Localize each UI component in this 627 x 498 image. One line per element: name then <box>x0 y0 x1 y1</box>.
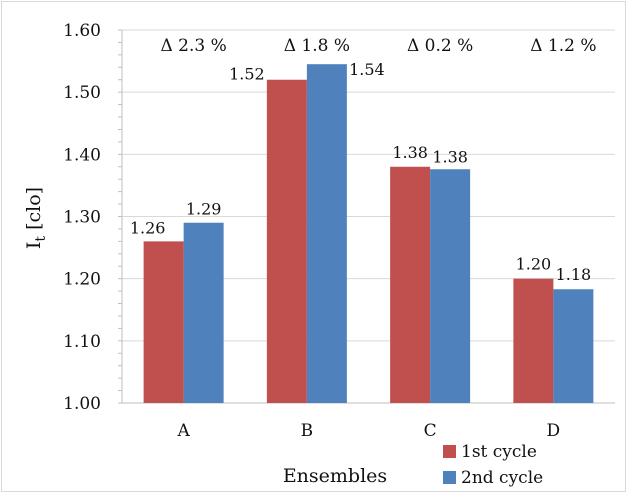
x-tick-label: A <box>176 421 190 441</box>
legend-label-1st-cycle: 1st cycle <box>461 442 537 462</box>
y-axis-title-subscript: t <box>33 236 49 242</box>
y-tick-label: 1.30 <box>63 208 101 228</box>
y-ticks: 1.00 1.10 1.20 1.30 1.40 1.50 1.60 <box>63 21 101 414</box>
x-tick-label: C <box>424 421 437 441</box>
legend-swatch-1st-cycle <box>443 445 456 458</box>
bar-b-1st-cycle <box>266 79 307 403</box>
x-tick-label: D <box>547 421 561 441</box>
data-label: 1.20 <box>516 255 552 274</box>
y-axis-title: It [clo] <box>23 187 49 249</box>
x-axis-title: Ensembles <box>283 465 387 487</box>
y-tick-label: 1.50 <box>63 83 101 103</box>
legend-swatch-2nd-cycle <box>443 471 456 484</box>
legend-label-2nd-cycle: 2nd cycle <box>461 468 543 488</box>
delta-label: Δ 1.2 % <box>530 36 596 56</box>
legend: 1st cycle 2nd cycle <box>443 442 543 488</box>
delta-label: Δ 0.2 % <box>407 36 473 56</box>
x-tick-label: B <box>301 421 314 441</box>
y-tick-label: 1.00 <box>63 394 101 414</box>
delta-labels: Δ 2.3 % Δ 1.8 % Δ 0.2 % Δ 1.2 % <box>160 36 596 56</box>
data-label: 1.52 <box>229 65 265 84</box>
data-label: 1.18 <box>556 265 592 284</box>
x-ticks: A B C D <box>176 421 560 441</box>
y-tick-label: 1.40 <box>63 145 101 165</box>
data-labels: 1.26 1.29 1.52 1.54 1.38 1.38 1.201.18 <box>130 60 591 284</box>
y-tick-label: 1.10 <box>63 332 101 352</box>
y-axis-title-main: I <box>23 242 45 250</box>
data-label: 1.26 <box>130 218 166 237</box>
data-label: 1.38 <box>432 147 468 166</box>
bar-d-2nd-cycle <box>553 289 594 403</box>
bar-c-2nd-cycle <box>430 169 471 403</box>
y-axis-title-unit: [clo] <box>23 187 45 236</box>
bar-b-2nd-cycle <box>306 64 347 404</box>
bar-d-1st-cycle <box>513 278 554 403</box>
bar-a-1st-cycle <box>143 241 184 403</box>
y-tick-label: 1.20 <box>63 270 101 290</box>
delta-label: Δ 1.8 % <box>284 36 350 56</box>
data-label: 1.29 <box>186 200 222 219</box>
bar-c-1st-cycle <box>390 166 431 403</box>
delta-label: Δ 2.3 % <box>160 36 226 56</box>
y-tick-label: 1.60 <box>63 21 101 41</box>
bars <box>143 64 594 404</box>
data-label: 1.38 <box>392 143 428 162</box>
bar-a-2nd-cycle <box>183 222 224 403</box>
data-label: 1.54 <box>349 60 385 79</box>
